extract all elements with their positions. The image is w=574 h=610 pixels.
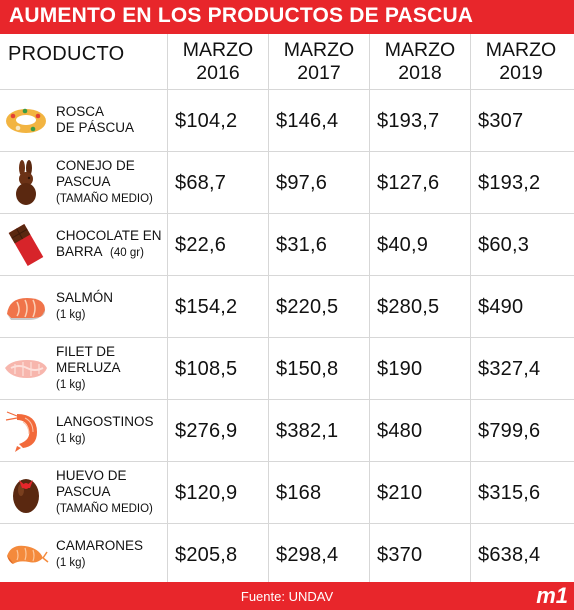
chocolate-bunny-icon: [16, 160, 36, 205]
price-2018: $210: [377, 482, 423, 504]
rosca-icon: [6, 108, 46, 133]
price-2017: $168: [276, 482, 322, 504]
column-divider: [369, 34, 370, 582]
price-2016: $68,7: [175, 172, 227, 194]
row-divider: [0, 523, 574, 524]
price-2018: $40,9: [377, 234, 429, 256]
table-row: FILET DE MERLUZA (1 kg) $108,5 $150,8 $190…: [0, 338, 574, 400]
price-2018: $190: [377, 358, 423, 380]
column-divider: [470, 34, 471, 582]
price-2019: $193,2: [478, 172, 541, 194]
table-row: HUEVO DE PASCUA (TAMAÑO MEDIO) $120,9 $168…: [0, 462, 574, 524]
price-2016: $154,2: [175, 296, 238, 318]
row-divider: [0, 275, 574, 276]
price-2019: $315,6: [478, 482, 541, 504]
price-2017: $298,4: [276, 544, 339, 566]
product-label: CAMARONES (1 kg): [56, 538, 144, 569]
price-2019: $307: [478, 110, 524, 132]
row-divider: [0, 461, 574, 462]
page-title: AUMENTO EN LOS PRODUCTOS DE PASCUA: [9, 4, 474, 27]
price-2017: $382,1: [276, 420, 339, 442]
price-2018: $480: [377, 420, 423, 442]
price-2017: $150,8: [276, 358, 339, 380]
salmon-icon: [7, 298, 45, 320]
source-text: Fuente: UNDAV: [240, 589, 334, 604]
product-label: CONEJO DE PASCUA (TAMAÑO MEDIO): [56, 158, 153, 205]
header-year-2019: MARZO 2019: [485, 39, 557, 84]
row-divider: [0, 337, 574, 338]
footer-bar: Fuente: UNDAV m1: [0, 582, 574, 610]
product-label: FILET DE MERLUZA (1 kg): [56, 344, 121, 391]
price-2019: $638,4: [478, 544, 541, 566]
chocolate-bar-icon: [8, 224, 44, 266]
price-2019: $60,3: [478, 234, 530, 256]
price-2017: $31,6: [276, 234, 328, 256]
product-label: ROSCA DE PÁSCUA: [56, 104, 135, 135]
table-row: CONEJO DE PASCUA (TAMAÑO MEDIO) $68,7 $97,…: [0, 152, 574, 214]
header-year-2018: MARZO 2018: [384, 39, 456, 84]
header-year-2016: MARZO 2016: [182, 39, 254, 84]
prawn-icon: [5, 411, 37, 452]
fish-fillet-icon: [5, 360, 47, 378]
column-divider: [167, 34, 168, 582]
price-2018: $280,5: [377, 296, 440, 318]
header-year-2017: MARZO 2017: [283, 39, 355, 84]
price-2016: $276,9: [175, 420, 238, 442]
table-row: LANGOSTINOS (1 kg) $276,9 $382,1 $480 $79…: [0, 400, 574, 462]
brand-logo: m1: [536, 583, 568, 608]
price-2016: $104,2: [175, 110, 238, 132]
column-divider: [268, 34, 269, 582]
easter-egg-icon: [13, 479, 39, 513]
price-2017: $146,4: [276, 110, 339, 132]
product-label: CHOCOLATE EN BARRA (40 gr): [56, 228, 162, 259]
price-2018: $127,6: [377, 172, 440, 194]
shrimp-icon: [7, 545, 49, 564]
price-2016: $205,8: [175, 544, 238, 566]
header-product: PRODUCTO: [8, 43, 125, 65]
price-2018: $370: [377, 544, 423, 566]
row-divider: [0, 151, 574, 152]
title-bar: AUMENTO EN LOS PRODUCTOS DE PASCUA: [0, 0, 574, 34]
row-divider: [0, 213, 574, 214]
product-label: LANGOSTINOS (1 kg): [56, 414, 154, 445]
price-2019: $327,4: [478, 358, 541, 380]
product-label: SALMÓN (1 kg): [56, 290, 114, 321]
price-2019: $799,6: [478, 420, 541, 442]
price-2016: $22,6: [175, 234, 227, 256]
price-2018: $193,7: [377, 110, 440, 132]
table-row: CHOCOLATE EN BARRA (40 gr) $22,6 $31,6 $4…: [0, 214, 574, 276]
product-label: HUEVO DE PASCUA (TAMAÑO MEDIO): [56, 468, 153, 515]
table-row: ROSCA DE PÁSCUA $104,2 $146,4 $193,7 $307: [0, 90, 574, 152]
row-divider: [0, 89, 574, 90]
price-2017: $97,6: [276, 172, 328, 194]
table-row: CAMARONES (1 kg) $205,8 $298,4 $370 $638,…: [0, 524, 574, 586]
table-row: SALMÓN (1 kg) $154,2 $220,5 $280,5 $490: [0, 276, 574, 338]
row-divider: [0, 399, 574, 400]
price-2016: $120,9: [175, 482, 238, 504]
price-table: PRODUCTO MARZO 2016 MARZO 2017 MARZO 2018 M…: [0, 34, 574, 582]
price-2019: $490: [478, 296, 524, 318]
price-2017: $220,5: [276, 296, 339, 318]
price-2016: $108,5: [175, 358, 238, 380]
